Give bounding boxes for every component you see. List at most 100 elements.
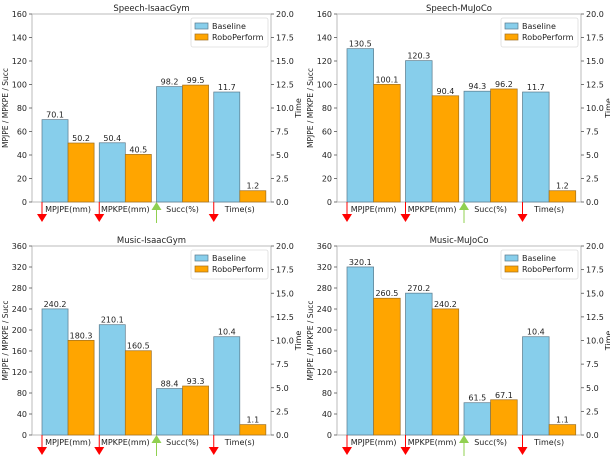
bar-value-label: 93.3 [187,377,205,386]
y-tick-label: 320 [317,263,332,272]
down-arrow-icon [208,214,219,222]
legend-label: Baseline [522,254,556,263]
bar-value-label: 70.1 [46,111,64,120]
y-tick-label: 40 [17,410,27,419]
y2-tick-label: 17.5 [276,266,294,275]
y-tick-label: 200 [317,326,332,335]
legend-swatch-roboperform [194,33,209,41]
y2-tick-label: 15.0 [276,57,294,66]
bar-roboperform-mpkpemm [124,154,152,203]
bar-value-label: 40.5 [129,145,147,154]
down-arrow-icon [342,214,352,222]
y2-axis-label: Time [604,331,610,352]
bar-value-label: 240.2 [434,300,457,309]
down-arrow-icon [208,447,219,455]
bar-value-label: 99.5 [187,76,205,85]
x-tick-label: MPKPE(mm) [408,438,457,447]
bar-roboperform-mpkpemm [431,308,460,436]
y2-tick-label: 15.0 [586,289,604,298]
x-tick-label: Time(s) [533,205,564,214]
x-tick-label: MPKPE(mm) [101,438,150,447]
legend-swatch-roboperform [504,265,519,273]
bar-value-label: 270.2 [407,284,430,293]
y2-tick-label: 5.0 [276,384,289,393]
legend-box [500,17,579,48]
legend-swatch-baseline [504,254,519,262]
y-tick-label: 80 [17,389,27,398]
subplot-music-isaacgym: Music-IsaacGym 0 40 80 120 160 200 240 280 320 360… [1,236,303,456]
bar-baseline-mpjpemm [41,308,69,436]
up-arrow-icon [151,202,162,210]
y-tick-label: 120 [12,57,27,66]
legend-label: RoboPerform [212,265,264,274]
bar-value-label: 10.4 [527,328,545,337]
bar-value-label: 1.2 [556,182,569,191]
bar-roboperform-mpkpemm [431,95,460,203]
y2-tick-label: 7.5 [586,360,599,369]
y-tick-label: 160 [317,10,332,19]
y-tick-label: 0 [327,431,332,440]
up-arrow-icon [459,202,469,210]
bar-value-label: 320.1 [349,258,372,267]
y2-tick-label: 7.5 [276,128,289,137]
y-tick-label: 120 [12,368,27,377]
bar-roboperform-succ [490,399,518,436]
y-tick-label: 80 [322,389,332,398]
y-tick-label: 160 [317,347,332,356]
bar-value-label: 88.4 [161,380,179,389]
down-arrow-icon [37,214,47,222]
y-tick-label: 0 [22,198,27,207]
x-tick-label: Time(s) [533,438,564,447]
legend-swatch-roboperform [504,33,519,41]
bar-baseline-succ [463,90,491,203]
y2-tick-label: 15.0 [586,57,604,66]
x-tick-label: Time(s) [224,438,255,447]
y-tick-label: 100 [317,81,332,90]
y2-tick-label: 12.5 [586,313,604,322]
bar-value-label: 260.5 [375,289,398,298]
bar-roboperform-succ [182,84,209,203]
legend-label: Baseline [212,22,246,31]
bar-baseline-mpkpemm [98,324,126,436]
bar-value-label: 50.2 [72,134,90,143]
legend-swatch-baseline [194,22,209,30]
y2-tick-label: 20.0 [276,10,294,19]
bar-baseline-mpjpemm [346,266,374,436]
legend-label: RoboPerform [212,33,264,42]
y-tick-label: 120 [317,368,332,377]
y-tick-label: 60 [322,128,332,137]
y-tick-label: 200 [12,326,27,335]
bar-baseline-times [522,91,550,203]
bar-value-label: 180.3 [70,331,93,340]
bar-value-label: 94.3 [468,82,486,91]
x-tick-label: Time(s) [224,205,255,214]
down-arrow-icon [517,447,528,455]
x-tick-label: MPJPE(mm) [45,205,91,214]
legend-box [500,249,579,280]
y2-tick-label: 10.0 [586,104,604,113]
y2-tick-label: 10.0 [276,337,294,346]
bar-value-label: 1.1 [246,416,259,425]
bar-value-label: 67.1 [495,391,513,400]
bar-value-label: 50.4 [103,134,121,143]
y-axis-label: MPJPE / MPKPE / Succ [306,301,315,381]
y2-tick-label: 0.0 [276,198,289,207]
y-tick-label: 140 [317,34,332,43]
legend-label: Baseline [522,22,556,31]
y2-tick-label: 2.5 [586,175,599,184]
y2-tick-label: 2.5 [276,407,289,416]
bar-value-label: 61.5 [468,394,486,403]
chart-title: Music-IsaacGym [117,236,186,246]
y-tick-label: 20 [17,175,27,184]
y2-tick-label: 15.0 [276,289,294,298]
y-tick-label: 280 [12,284,27,293]
y-axis-label: MPJPE / MPKPE / Succ [306,68,315,148]
y2-tick-label: 0.0 [586,431,599,440]
bar-roboperform-times [548,190,577,203]
bar-roboperform-mpjpemm [67,142,95,203]
bar-value-label: 11.7 [527,83,545,92]
bar-value-label: 1.2 [246,182,259,191]
bar-baseline-times [213,336,241,436]
subplot-speech-mujoco: Speech-MuJoCo 0 20 40 60 80 100 120 140 160 0.0 2.5… [306,4,610,223]
